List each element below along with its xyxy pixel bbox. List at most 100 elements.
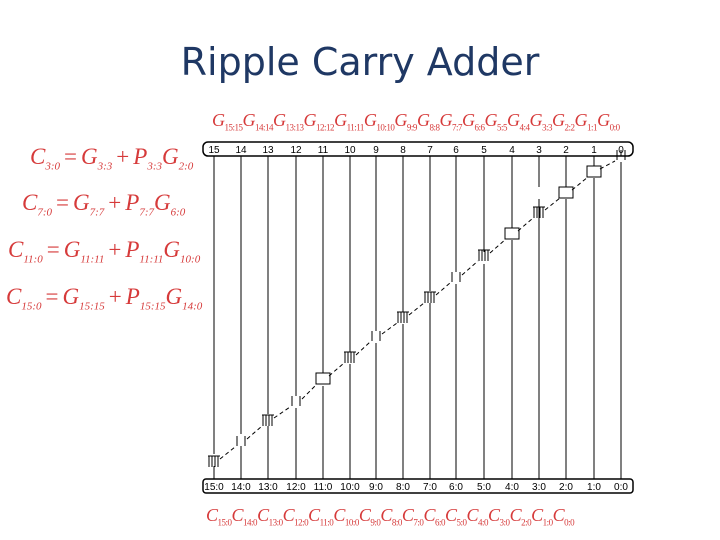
prefix-cell xyxy=(586,165,602,178)
bit-label: 9 xyxy=(373,145,379,156)
range-label-bar xyxy=(202,478,634,494)
generate-signal-row: G15:15G14:14G13:13G12:12G11:11G10:10G9:9… xyxy=(212,110,620,133)
signal-c-7-0: C7:0 xyxy=(401,505,424,528)
black-cell xyxy=(397,311,409,323)
carry-signal-row: C15:0C14:0C13:0C12:0C11:0C10:0C9:0C8:0C7… xyxy=(206,505,575,528)
range-label: 3:0 xyxy=(532,482,546,493)
carry-chain-wire xyxy=(489,238,507,254)
carry-chain-wire xyxy=(381,322,398,335)
signal-g-6-6: G6:6 xyxy=(461,110,485,133)
carry-chain-wire xyxy=(273,406,291,419)
carry-chain-wire xyxy=(571,176,589,191)
range-label: 13:0 xyxy=(258,482,278,493)
range-label: 9:0 xyxy=(369,482,383,493)
equation-c3: C3:0 = G3:3 + P3:3G2:0 xyxy=(30,144,194,173)
signal-g-5-5: G5:5 xyxy=(484,110,507,133)
carry-chain-wire xyxy=(408,302,425,316)
signal-c-2-0: C2:0 xyxy=(509,505,532,528)
signal-c-5-0: C5:0 xyxy=(444,505,467,528)
bit-label: 2 xyxy=(563,145,569,156)
signal-c-13-0: C13:0 xyxy=(257,505,283,528)
signal-c-10-0: C10:0 xyxy=(333,505,359,528)
signal-g-11-11: G11:11 xyxy=(334,110,364,133)
carry-chain-wire xyxy=(461,260,479,276)
range-label: 8:0 xyxy=(396,482,410,493)
prefix-cell xyxy=(504,227,520,240)
range-label: 4:0 xyxy=(505,482,519,493)
bit-label: 11 xyxy=(318,145,329,156)
carry-chain-wire xyxy=(246,425,263,440)
signal-c-1-0: C1:0 xyxy=(531,505,553,528)
gray-cell xyxy=(371,331,381,341)
bit-label: 14 xyxy=(235,145,247,156)
bit-label: 15 xyxy=(208,145,220,156)
bit-label: 1 xyxy=(591,145,597,156)
black-cell xyxy=(424,291,436,303)
carry-chain-wire xyxy=(544,197,561,211)
carry-chain-wire xyxy=(435,282,451,296)
signal-g-12-12: G12:12 xyxy=(303,110,335,133)
signal-g-14-14: G14:14 xyxy=(242,110,274,133)
range-label: 12:0 xyxy=(286,482,306,493)
signal-c-11-0: C11:0 xyxy=(308,505,334,528)
signal-g-10-10: G10:10 xyxy=(363,110,395,133)
gray-cell xyxy=(616,150,626,160)
carry-chain-wire xyxy=(219,446,236,460)
signal-g-0-0: G0:0 xyxy=(597,110,620,133)
range-label: 1:0 xyxy=(587,482,601,493)
gray-cell xyxy=(236,436,246,446)
signal-g-15-15: G15:15 xyxy=(212,110,243,133)
bit-label: 10 xyxy=(344,145,356,156)
carry-chain-wire xyxy=(517,217,534,232)
bit-label: 3 xyxy=(536,145,542,156)
bit-label: 4 xyxy=(509,145,515,156)
signal-g-8-8: G8:8 xyxy=(416,110,440,133)
bit-label: 12 xyxy=(290,145,302,156)
signal-c-4-0: C4:0 xyxy=(466,505,489,528)
carry-chain-wire xyxy=(355,341,371,356)
signal-c-15-0: C15:0 xyxy=(206,505,232,528)
range-label: 10:0 xyxy=(340,482,360,493)
carry-chain-wire xyxy=(328,362,345,377)
signal-c-8-0: C8:0 xyxy=(380,505,402,528)
bit-label: 8 xyxy=(400,145,406,156)
bit-index-bar xyxy=(202,141,634,157)
signal-g-4-4: G4:4 xyxy=(507,110,530,133)
black-cell xyxy=(478,249,490,261)
black-cell xyxy=(533,206,545,218)
range-label: 11:0 xyxy=(314,482,333,493)
prefix-cell xyxy=(558,186,574,199)
bit-label: 5 xyxy=(481,145,487,156)
equation-c7: C7:0 = G7:7 + P7:7G6:0 xyxy=(22,190,186,219)
gray-cell xyxy=(291,396,301,406)
equation-c11: C11:0 = G11:11 + P11:11G10:0 xyxy=(8,237,201,266)
signal-g-2-2: G2:2 xyxy=(552,110,575,133)
signal-g-1-1: G1:1 xyxy=(574,110,598,133)
signal-g-9-9: G9:9 xyxy=(394,110,417,133)
signal-g-13-13: G13:13 xyxy=(273,110,304,133)
black-cell xyxy=(344,351,356,363)
range-label: 15:0 xyxy=(204,482,224,493)
carry-chain-wire xyxy=(599,160,616,170)
range-label: 14:0 xyxy=(231,482,251,493)
black-cell xyxy=(208,455,220,467)
range-label: 2:0 xyxy=(559,482,573,493)
gray-cell xyxy=(451,272,461,282)
range-label: 0:0 xyxy=(614,482,628,493)
signal-c-0-0: C0:0 xyxy=(552,505,575,528)
equation-c15: C15:0 = G15:15 + P15:15G14:0 xyxy=(6,284,203,313)
range-label: 6:0 xyxy=(449,482,463,493)
range-label: 7:0 xyxy=(423,482,437,493)
range-label: 5:0 xyxy=(477,482,491,493)
signal-c-12-0: C12:0 xyxy=(282,505,309,528)
signal-c-14-0: C14:0 xyxy=(231,505,258,528)
signal-g-7-7: G7:7 xyxy=(439,110,462,133)
black-cell xyxy=(262,414,274,426)
carry-chain-wire xyxy=(301,383,318,400)
signal-c-3-0: C3:0 xyxy=(488,505,510,528)
slide-title: Ripple Carry Adder xyxy=(180,40,540,84)
bit-label: 13 xyxy=(262,145,274,156)
signal-c-6-0: C6:0 xyxy=(423,505,445,528)
prefix-cell xyxy=(315,372,331,385)
